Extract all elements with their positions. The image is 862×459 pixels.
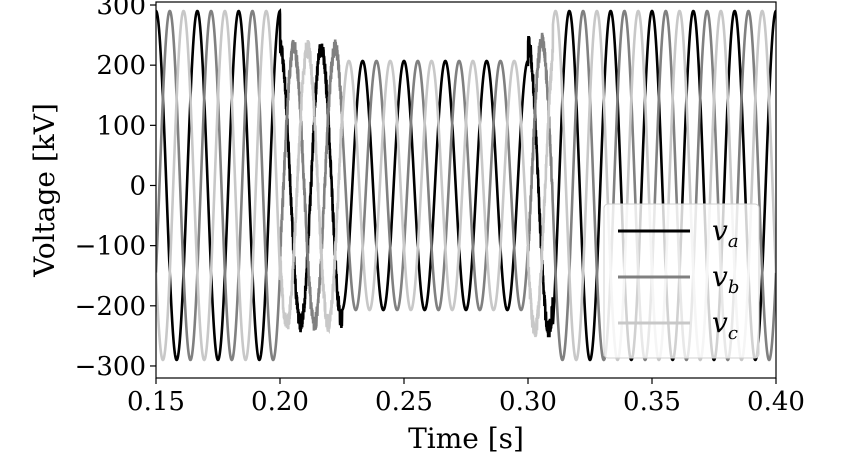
x-tick-label: 0.20: [251, 387, 309, 417]
plot-frame: [155, 1, 777, 379]
y-tick-label: 200: [96, 51, 146, 81]
y-axis-label: Voltage [kV]: [28, 103, 61, 278]
legend-label-va: va: [712, 214, 739, 252]
x-tick-label: 0.35: [623, 387, 681, 417]
x-tick-label: 0.15: [127, 387, 185, 417]
series-group: [156, 8, 776, 362]
x-tick-label: 0.30: [499, 387, 557, 417]
series-line-va: [156, 8, 776, 362]
x-axis: 0.15 0.20 0.25 0.30 0.35 0.40: [127, 378, 805, 417]
y-tick-label: −100: [75, 232, 146, 262]
y-tick-label: −200: [75, 292, 146, 322]
legend-box: [603, 203, 760, 359]
y-tick-label: −300: [75, 352, 146, 382]
series-line-vc: [156, 9, 776, 362]
x-axis-label: Time [s]: [408, 422, 524, 455]
x-tick-label: 0.25: [375, 387, 433, 417]
y-tick-label: 300: [96, 0, 146, 21]
x-tick-label: 0.40: [747, 387, 805, 417]
y-axis: −300 −200 −100 0 100 200 300: [75, 0, 156, 382]
legend-label-vc: vc: [712, 306, 738, 344]
y-tick-label: 100: [96, 111, 146, 141]
legend-label-vb: vb: [712, 260, 739, 298]
y-tick-label: 0: [129, 171, 146, 201]
legend: va vb vc: [603, 203, 760, 359]
